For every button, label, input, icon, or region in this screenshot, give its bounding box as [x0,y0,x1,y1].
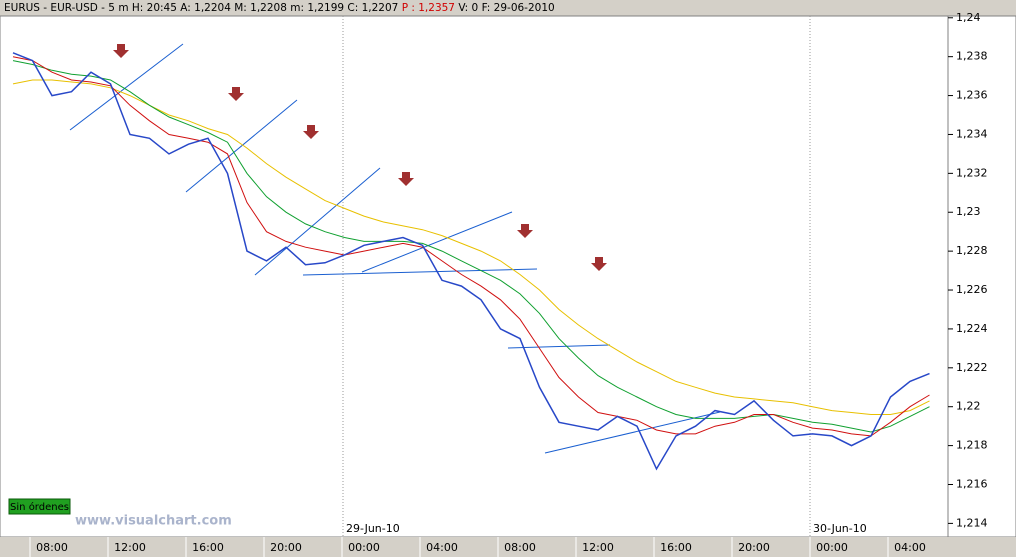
x-tick-label: 04:00 [426,541,458,554]
x-tick-label: 08:00 [504,541,536,554]
series-line [12,52,930,471]
series-line [12,56,930,437]
x-axis-panel [0,537,1016,557]
down-arrow [303,125,319,139]
x-tick-label: 16:00 [660,541,692,554]
header-info: EURUS - EUR-USD - 5 m H: 20:45 A: 1,2204… [4,2,398,14]
y-tick-label: 1,228 [956,244,988,257]
y-tick-label: 1,23 [956,205,981,218]
y-tick-label: 1,214 [956,516,988,529]
watermark: www.visualchart.com [75,514,232,529]
arrows [113,44,607,271]
down-arrow [517,224,533,238]
trend-line [185,99,298,193]
trend-line [544,411,721,454]
x-tick-label: 08:00 [36,541,68,554]
header-text: EURUS - EUR-USD - 5 m H: 20:45 A: 1,2204… [4,2,555,14]
x-tick-label: 20:00 [738,541,770,554]
trend-lines [69,43,721,454]
trend-line [69,43,184,131]
y-tick-label: 1,234 [956,127,988,140]
x-tick-label: 16:00 [192,541,224,554]
y-tick-label: 1,224 [956,322,988,335]
series-line [12,79,930,415]
x-tick-label: 04:00 [894,541,926,554]
orders-button[interactable] [8,498,71,515]
trend-line [254,167,381,276]
trend-line [302,268,538,276]
orders-button-label[interactable]: Sin órdenes [10,501,69,513]
y-tick-label: 1,232 [956,166,988,179]
trend-line [361,211,513,273]
down-arrow [591,257,607,271]
y-tick-label: 1,222 [956,361,988,374]
y-tick-label: 1,24 [956,11,981,24]
y-tick-label: 1,218 [956,439,988,452]
y-axis-panel [947,15,1016,538]
x-tick-label: 12:00 [582,541,614,554]
x-tick-label: 20:00 [270,541,302,554]
down-arrow [113,44,129,58]
down-arrow [398,172,414,186]
x-tick-label: 00:00 [348,541,380,554]
x-tick-label: 00:00 [816,541,848,554]
date-label: 30-Jun-10 [813,522,867,535]
y-tick-label: 1,22 [956,400,981,413]
header-extra: V: 0 F: 29-06-2010 [458,2,554,14]
down-arrow [228,87,244,101]
y-tick-label: 1,216 [956,477,988,490]
y-tick-label: 1,226 [956,283,988,296]
plot-area [0,15,949,538]
trend-line [507,344,611,349]
series-line [12,60,930,433]
header-bar [0,0,1016,16]
x-tick-label: 12:00 [114,541,146,554]
y-tick-label: 1,236 [956,89,988,102]
y-tick-label: 1,238 [956,50,988,63]
date-label: 29-Jun-10 [346,522,400,535]
header-p: P : 1,2357 [402,2,455,14]
